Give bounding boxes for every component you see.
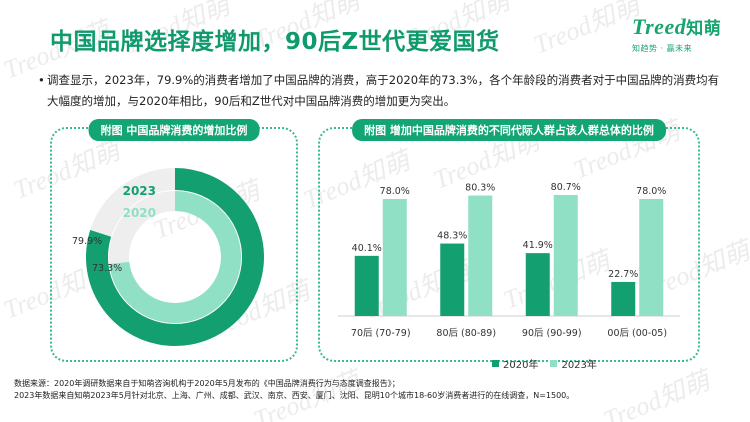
bar-value-label: 78.0% bbox=[380, 186, 410, 197]
x-tick-label: 80后 (80-89) bbox=[436, 328, 496, 339]
donut-label-2023: 79.9% bbox=[72, 236, 102, 247]
donut-legend-2020: 2020 bbox=[123, 206, 156, 220]
logo-tagline: 知趋势 · 赢未来 bbox=[632, 44, 693, 53]
legend-label-2023: 2023年 bbox=[561, 360, 597, 371]
donut-rings bbox=[86, 168, 264, 346]
page-title: 中国品牌选择度增加，90后Z世代更爱国货 bbox=[50, 29, 500, 55]
legend-swatch-2020 bbox=[492, 360, 499, 367]
bar-value-label: 22.7% bbox=[608, 269, 638, 280]
donut-panel: 附图 中国品牌消费的增加比例 2023 2020 79.9% 73.3% bbox=[50, 119, 298, 362]
bar-2020-3 bbox=[611, 281, 636, 316]
bar-value-label: 48.3% bbox=[437, 231, 467, 242]
x-tick-label: 00后 (00-05) bbox=[607, 328, 667, 339]
bar-value-label: 80.3% bbox=[465, 183, 495, 194]
x-tick-label: 90后 (90-99) bbox=[522, 328, 582, 339]
legend-item-2020: 2020年 bbox=[492, 356, 538, 371]
bar-2023-0 bbox=[382, 199, 407, 316]
bar-2020-2 bbox=[525, 253, 550, 316]
donut-chart: 2023 2020 79.9% 73.3% bbox=[72, 168, 264, 346]
footnote-line-1: 数据来源：2020年调研数据来自于知萌咨询机构于2020年5月发布的《中国品牌消… bbox=[14, 379, 400, 388]
donut-arc-2023 bbox=[86, 168, 264, 346]
donut-arc-2020 bbox=[109, 191, 241, 323]
bar-2023-3 bbox=[639, 199, 664, 316]
donut-chart-title: 附图 中国品牌消费的增加比例 bbox=[88, 119, 260, 141]
bullet-icon: • bbox=[38, 73, 45, 87]
footnote-line-2: 2023年数据来自知萌2023年5月针对北京、上海、广州、成都、武汉、南京、西安… bbox=[14, 391, 575, 400]
watermark: Treod知萌 bbox=[599, 365, 714, 422]
bar-2020-0 bbox=[354, 255, 379, 316]
bar-plot: 40.1% 78.0% 70后 (70-79) 48.3% 80.3% 80后 (80-8… bbox=[338, 182, 680, 339]
logo-brand: Treed bbox=[632, 14, 687, 39]
bar-2020-1 bbox=[440, 243, 465, 316]
bar-chart: 40.1% 78.0% 70后 (70-79) 48.3% 80.3% 80后 (80-8… bbox=[338, 182, 680, 339]
legend-item-2023: 2023年 bbox=[550, 356, 597, 371]
bar-2023-1 bbox=[468, 195, 493, 316]
donut-legend-2023: 2023 bbox=[123, 184, 156, 198]
legend-label-2020: 2020年 bbox=[503, 360, 539, 371]
bar-value-label: 78.0% bbox=[636, 186, 666, 197]
summary-text: 调查显示，2023年，79.9%的消费者增加了中国品牌的消费，高于2020年的7… bbox=[47, 73, 720, 108]
bar-2023-2 bbox=[553, 194, 578, 316]
bar-value-label: 80.7% bbox=[551, 182, 581, 193]
x-tick-label: 70后 (70-79) bbox=[351, 328, 411, 339]
logo-brand-cn: 知萌 bbox=[686, 19, 722, 39]
bar-panel: 附图 增加中国品牌消费的不同代际人群占该人群总体的比例 40.1% 78.0% 70… bbox=[318, 119, 700, 362]
bar-value-label: 40.1% bbox=[352, 243, 382, 254]
summary-paragraph: • 调查显示，2023年，79.9%的消费者增加了中国品牌的消费，高于2020年… bbox=[38, 70, 728, 112]
bar-legend: 2020年 2023年 bbox=[492, 356, 609, 371]
footnote: 数据来源：2020年调研数据来自于知萌咨询机构于2020年5月发布的《中国品牌消… bbox=[14, 378, 574, 402]
watermark: Treod知萌 bbox=[529, 0, 644, 60]
bar-value-label: 41.9% bbox=[523, 240, 553, 251]
donut-label-2020: 73.3% bbox=[92, 263, 122, 274]
legend-swatch-2023 bbox=[550, 360, 558, 367]
bar-chart-title: 附图 增加中国品牌消费的不同代际人群占该人群总体的比例 bbox=[352, 119, 666, 141]
logo: Treed知萌 知趋势 · 赢未来 bbox=[632, 16, 732, 54]
